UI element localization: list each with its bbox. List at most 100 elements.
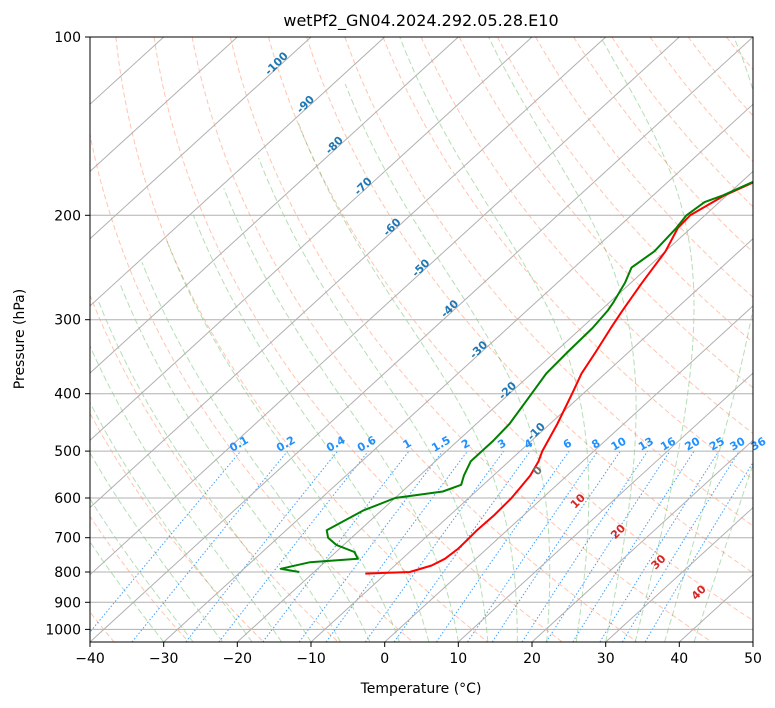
isotherm-label: -60 — [380, 215, 403, 238]
x-tick-label: 0 — [380, 651, 389, 667]
mixing-ratio-line — [644, 461, 753, 642]
x-tick-label: 30 — [597, 651, 615, 667]
mixing-ratio-line — [298, 450, 444, 642]
isotherm-line — [605, 506, 753, 642]
dry-adiabat — [90, 412, 264, 642]
y-tick-label: 200 — [54, 208, 81, 224]
x-tick-label: −10 — [296, 651, 326, 667]
isotherm-label: -100 — [262, 49, 291, 78]
mixing-ratio-label: 3 — [495, 437, 508, 452]
x-tick-label: 40 — [670, 651, 688, 667]
dry-adiabat — [458, 37, 753, 389]
isotherm-line — [90, 37, 386, 307]
mixing-ratio-line — [364, 450, 505, 642]
isotherm-line — [90, 37, 753, 642]
reference-labels: 0.1 0.2 0.4 0.6 1 1.5 2 3 4 6 8 10 13 16 20 25 30 36-100-… — [227, 49, 768, 602]
isotherm-label: -40 — [438, 297, 461, 320]
mixing-ratio-line — [521, 450, 649, 642]
isotherm-line — [752, 641, 753, 642]
y-tick-label: 100 — [54, 30, 81, 46]
dry-adiabat — [726, 37, 753, 71]
moist-adiabat — [90, 401, 253, 642]
chart-title: wetPf2_GN04.2024.292.05.28.E10 — [283, 11, 558, 31]
mixing-ratio-line — [545, 450, 671, 642]
y-tick-label: 300 — [54, 313, 81, 329]
dry-adiabat — [191, 37, 638, 642]
isotherm-line — [90, 37, 238, 173]
mixing-ratio-label: 2 — [459, 437, 472, 452]
moist-adiabat — [693, 462, 753, 642]
mixing-ratio-line — [599, 450, 720, 642]
moist-adiabat-label: 20 — [608, 521, 628, 541]
dry-adiabat — [115, 37, 488, 642]
moist-adiabat — [399, 37, 590, 642]
isotherm-line — [457, 372, 753, 642]
isotherm-line — [531, 439, 753, 642]
moist-adiabat — [141, 262, 371, 642]
moist-adiabat — [90, 452, 224, 642]
isotherm-line — [90, 37, 607, 509]
mixing-ratio-line — [218, 450, 369, 642]
plot-frame — [89, 36, 754, 643]
isotherm-label: -30 — [467, 338, 490, 361]
dry-adiabat — [90, 515, 190, 642]
y-tick-label: 1000 — [45, 622, 81, 638]
dry-adiabat — [306, 37, 753, 574]
dry-adiabat — [649, 37, 753, 163]
isotherm-label: -20 — [496, 379, 519, 402]
y-tick-label: 600 — [54, 491, 81, 507]
moist-adiabat — [223, 188, 459, 642]
mixing-ratio-line — [491, 450, 621, 642]
x-axis-label: Temperature (°C) — [360, 681, 482, 697]
dry-adiabat — [535, 37, 753, 298]
isotherm-line — [310, 237, 753, 642]
y-axis-label: Pressure (hPa) — [12, 289, 28, 389]
dewpoint-curve — [279, 180, 753, 573]
moist-adiabat — [119, 282, 341, 642]
mixing-ratio-line — [131, 450, 288, 642]
dry-adiabat — [496, 37, 753, 344]
dry-adiabat — [344, 37, 753, 527]
isotherm-line — [163, 103, 753, 642]
dry-adiabat — [765, 37, 775, 642]
isotherm-label: -80 — [323, 134, 346, 157]
moist-adiabat — [98, 301, 312, 642]
y-tick-label: 800 — [54, 565, 81, 581]
axis-ticks: −40 −30 −20 −10 0 10 20 30 40 5010020030040050060… — [45, 30, 762, 667]
isotherm-line — [90, 37, 459, 374]
x-tick-label: 10 — [449, 651, 467, 667]
dry-adiabat — [573, 37, 753, 253]
mixing-ratio-label: 6 — [561, 436, 574, 451]
moist-adiabat-label: 0 — [530, 463, 545, 478]
mixing-ratio-line — [262, 450, 410, 642]
isotherm-line — [90, 37, 533, 442]
dry-adiabat — [382, 37, 753, 481]
dry-adiabat — [90, 293, 339, 642]
mixing-ratio-label: 8 — [589, 437, 602, 452]
moist-adiabat-label: 10 — [568, 491, 588, 511]
dry-adiabat — [90, 131, 414, 642]
mixing-ratio-line — [467, 450, 599, 642]
isotherm-label: -90 — [294, 93, 317, 116]
moist-adiabat — [90, 540, 165, 642]
mixing-ratio-line — [572, 450, 695, 642]
dry-adiabat — [268, 37, 753, 622]
profile-curves — [279, 180, 753, 575]
x-tick-label: −20 — [223, 651, 253, 667]
moist-adiabat — [90, 344, 282, 642]
x-tick-label: 20 — [523, 651, 541, 667]
isotherm-label: -70 — [352, 174, 375, 197]
isotherm-line — [90, 37, 680, 576]
isotherm-line — [90, 37, 312, 240]
moist-adiabat — [344, 83, 551, 642]
mixing-ratio-line — [621, 450, 740, 642]
moist-adiabat — [258, 157, 489, 642]
isotherm-line — [384, 305, 753, 642]
dry-adiabat — [687, 37, 753, 117]
moist-adiabat — [90, 497, 194, 642]
dry-adiabat — [229, 37, 712, 642]
mixing-ratio-line — [435, 450, 570, 642]
y-tick-label: 400 — [54, 387, 81, 403]
x-tick-label: −30 — [149, 651, 179, 667]
